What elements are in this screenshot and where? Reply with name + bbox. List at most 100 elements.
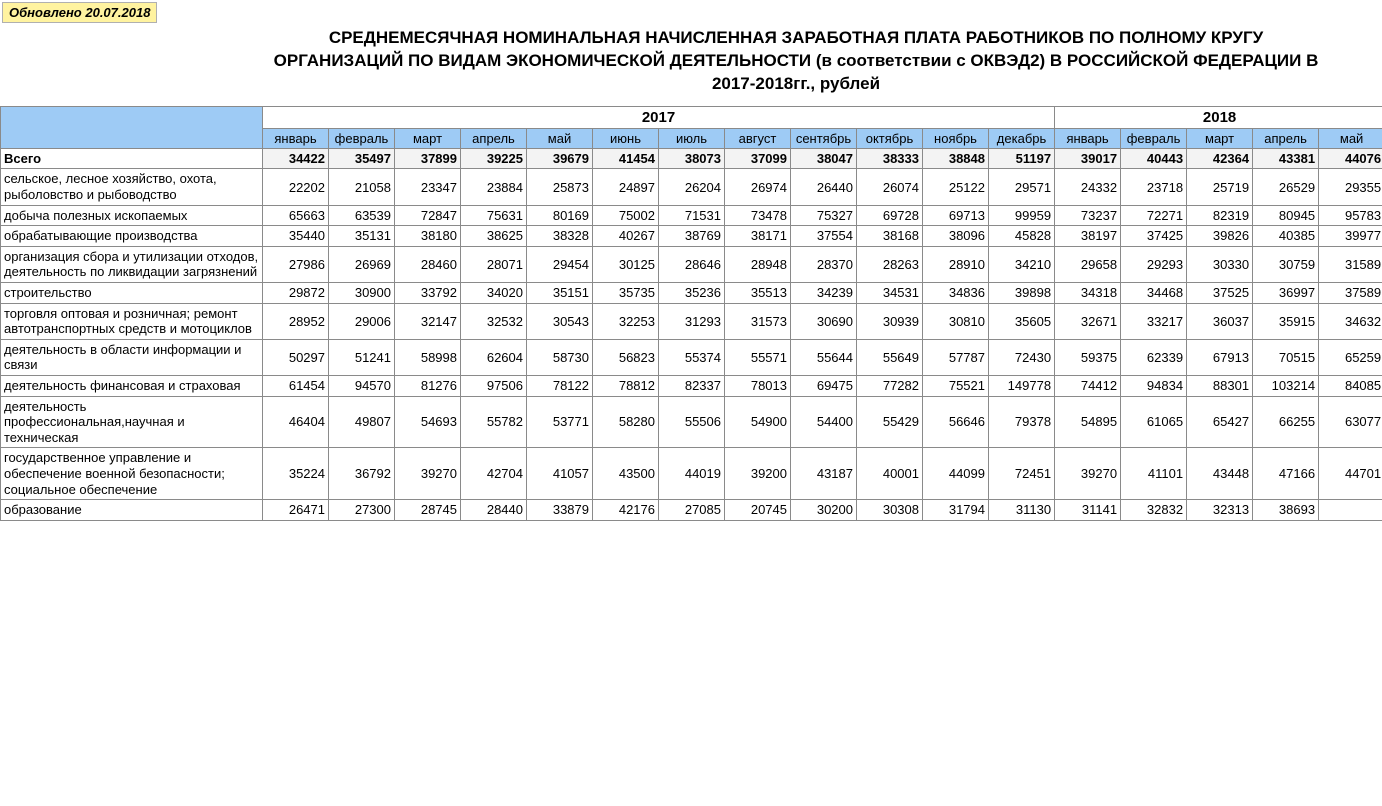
cell: 72430 [989,339,1055,375]
cell: 28646 [659,246,725,282]
cell: 28440 [461,500,527,521]
cell: 37525 [1187,282,1253,303]
cell: 34210 [989,246,1055,282]
cell: 75327 [791,205,857,226]
cell: 25122 [923,169,989,205]
cell: 33792 [395,282,461,303]
cell: 39017 [1055,148,1121,169]
cell: 39200 [725,448,791,500]
cell: 82337 [659,375,725,396]
table-row: обрабатывающие производства3544035131381… [1,226,1382,247]
cell: 26074 [857,169,923,205]
cell: 78122 [527,375,593,396]
cell: 65259 [1319,339,1382,375]
cell: 55782 [461,396,527,448]
cell: 31794 [923,500,989,521]
table-row: сельское, лесное хозяйство, охота, рыбол… [1,169,1382,205]
cell: 99959 [989,205,1055,226]
cell: 23347 [395,169,461,205]
cell: 43381 [1253,148,1319,169]
update-stamp: Обновлено 20.07.2018 [2,2,157,23]
cell: 51197 [989,148,1055,169]
cell: 63077 [1319,396,1382,448]
cell: 65663 [263,205,329,226]
cell: 41101 [1121,448,1187,500]
cell: 62604 [461,339,527,375]
cell: 25719 [1187,169,1253,205]
cell: 26969 [329,246,395,282]
cell: 39225 [461,148,527,169]
cell: 42176 [593,500,659,521]
cell: 33879 [527,500,593,521]
cell: 74412 [1055,375,1121,396]
cell: 54693 [395,396,461,448]
row-label: организация сбора и утилизации отходов, … [1,246,263,282]
cell: 34020 [461,282,527,303]
cell: 30810 [923,303,989,339]
cell: 78812 [593,375,659,396]
cell: 44099 [923,448,989,500]
cell: 79378 [989,396,1055,448]
cell: 55649 [857,339,923,375]
cell: 30543 [527,303,593,339]
cell [1319,500,1382,521]
cell: 40001 [857,448,923,500]
cell: 73237 [1055,205,1121,226]
cell: 38693 [1253,500,1319,521]
cell: 35497 [329,148,395,169]
cell: 44076 [1319,148,1382,169]
cell: 29006 [329,303,395,339]
month-header: март [1187,128,1253,148]
cell: 40443 [1121,148,1187,169]
cell: 34422 [263,148,329,169]
cell: 34239 [791,282,857,303]
cell: 28745 [395,500,461,521]
table-row: государственное управление и обеспечение… [1,448,1382,500]
cell: 35151 [527,282,593,303]
cell: 55429 [857,396,923,448]
cell: 37425 [1121,226,1187,247]
cell: 29872 [263,282,329,303]
cell: 39679 [527,148,593,169]
cell: 38625 [461,226,527,247]
row-label: государственное управление и обеспечение… [1,448,263,500]
cell: 35131 [329,226,395,247]
cell: 72271 [1121,205,1187,226]
cell: 37554 [791,226,857,247]
cell: 58998 [395,339,461,375]
cell: 67913 [1187,339,1253,375]
row-label: обрабатывающие производства [1,226,263,247]
cell: 55644 [791,339,857,375]
cell: 40267 [593,226,659,247]
cell: 29571 [989,169,1055,205]
cell: 42364 [1187,148,1253,169]
cell: 33217 [1121,303,1187,339]
month-header: июль [659,128,725,148]
cell: 37099 [725,148,791,169]
month-header: декабрь [989,128,1055,148]
cell: 34531 [857,282,923,303]
cell: 31589 [1319,246,1382,282]
cell: 38197 [1055,226,1121,247]
header-blank [1,106,263,148]
cell: 35605 [989,303,1055,339]
month-header: апрель [461,128,527,148]
month-header: октябрь [857,128,923,148]
cell: 34632 [1319,303,1382,339]
cell: 28071 [461,246,527,282]
cell: 95783 [1319,205,1382,226]
cell: 69728 [857,205,923,226]
month-header: май [1319,128,1382,148]
cell: 63539 [329,205,395,226]
cell: 38333 [857,148,923,169]
cell: 62339 [1121,339,1187,375]
cell: 37589 [1319,282,1382,303]
cell: 39826 [1187,226,1253,247]
cell: 37899 [395,148,461,169]
salary-table: 20172018 январьфевральмартапрельмайиюньи… [0,106,1382,521]
year-header: 2018 [1055,106,1382,128]
table-row: строительство298723090033792340203515135… [1,282,1382,303]
cell: 24897 [593,169,659,205]
cell: 27986 [263,246,329,282]
cell: 34468 [1121,282,1187,303]
